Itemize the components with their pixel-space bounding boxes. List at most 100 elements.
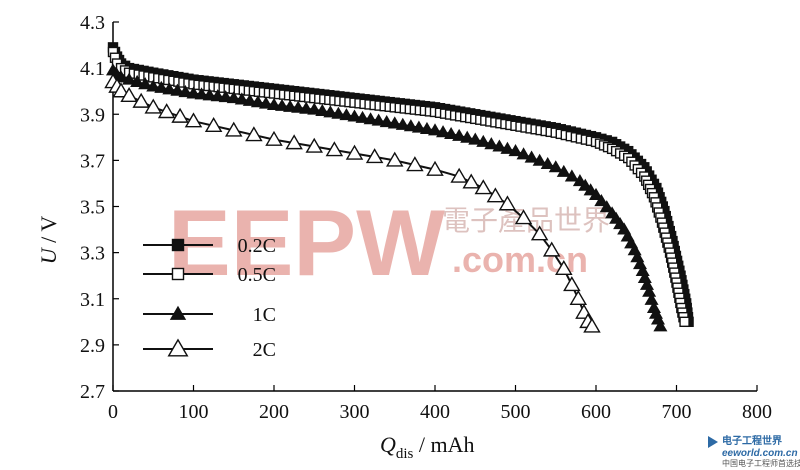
data-point <box>242 93 257 106</box>
data-point <box>426 160 444 176</box>
legend-marker <box>169 305 187 320</box>
data-point <box>325 141 344 157</box>
data-point <box>476 134 491 147</box>
data-point <box>355 110 370 123</box>
data-point <box>468 132 483 145</box>
legend-label: 0.2C <box>238 235 276 257</box>
data-point <box>157 103 176 119</box>
x-tick-label: 600 <box>581 401 611 423</box>
data-point <box>307 102 322 115</box>
y-tick-label: 3.5 <box>80 197 105 219</box>
data-point <box>679 316 690 328</box>
data-point <box>266 97 282 111</box>
data-point <box>339 108 354 121</box>
data-point <box>194 87 209 100</box>
data-point <box>594 194 609 207</box>
corner-logo-cn: 电子工程世界 <box>722 434 782 447</box>
data-point <box>644 292 659 305</box>
data-point <box>427 123 443 136</box>
data-point <box>599 200 614 213</box>
x-axis-title: Qdis / mAh <box>380 432 475 462</box>
data-point <box>532 153 547 166</box>
y-tick-label: 3.9 <box>80 104 105 126</box>
corner-logo-sub: 中国电子工程师首选技术门户 <box>722 458 800 468</box>
data-point <box>563 276 581 292</box>
data-point <box>130 74 145 87</box>
data-point <box>548 160 563 173</box>
data-point <box>265 130 283 146</box>
x-tick-label: 500 <box>501 401 531 423</box>
data-point <box>395 117 410 130</box>
data-point <box>385 151 404 167</box>
data-point <box>498 195 517 211</box>
data-point <box>524 150 539 163</box>
data-point <box>555 259 573 276</box>
data-point <box>210 89 225 102</box>
legend-marker <box>167 338 189 357</box>
data-point <box>315 103 330 116</box>
watermark-logo: EEPW <box>168 190 445 295</box>
series-1C-group <box>105 63 668 332</box>
data-point <box>516 147 531 160</box>
y-tick-label: 4.3 <box>80 12 105 34</box>
data-point <box>460 130 475 143</box>
data-point <box>406 156 424 172</box>
data-point <box>508 144 523 157</box>
data-point <box>411 120 426 133</box>
y-tick-label: 4.1 <box>80 58 105 80</box>
y-tick-label: 2.7 <box>80 381 105 403</box>
y-ticks: 2.7 2.9 3.1 3.3 3.5 3.7 3.9 4.1 4.3 <box>80 12 119 403</box>
data-point <box>486 187 505 203</box>
y-tick-label: 3.7 <box>80 150 105 172</box>
data-point <box>588 187 604 200</box>
data-point <box>583 317 601 333</box>
data-point <box>514 209 533 225</box>
data-point <box>371 113 386 126</box>
x-tick-label: 400 <box>420 401 450 423</box>
y-axis-title: U / V <box>36 216 61 265</box>
data-point <box>542 241 561 257</box>
x-tick-label: 0 <box>108 401 118 423</box>
data-point <box>305 137 324 153</box>
data-point <box>132 92 150 108</box>
data-point <box>347 109 362 122</box>
legend: 0.2C 0.5C 1C 2C <box>143 235 276 361</box>
data-point <box>540 156 555 170</box>
data-point <box>218 90 233 103</box>
corner-logo-site: eeworld.com.cn <box>722 448 798 459</box>
data-point <box>226 91 241 104</box>
x-tick-label: 300 <box>340 401 370 423</box>
data-point <box>283 99 298 112</box>
data-point <box>202 88 217 101</box>
data-point <box>162 82 177 95</box>
data-point <box>403 119 418 132</box>
data-point <box>452 128 467 141</box>
x-tick-label: 200 <box>259 401 289 423</box>
x-ticks: 0 100 200 300 400 500 600 700 800 <box>108 385 772 423</box>
data-point <box>530 225 549 241</box>
data-point <box>144 98 163 114</box>
data-point <box>365 148 384 164</box>
data-point <box>484 137 499 150</box>
data-point <box>204 116 223 133</box>
x-tick-label: 800 <box>742 401 772 423</box>
data-point <box>444 126 459 140</box>
data-point <box>299 101 314 114</box>
data-point <box>250 95 265 108</box>
legend-label: 2C <box>253 339 276 361</box>
series-0.5C-group <box>107 46 690 328</box>
data-point <box>436 125 451 138</box>
legend-marker <box>171 238 185 252</box>
corner-logo-icon <box>708 436 718 448</box>
data-point <box>642 284 657 297</box>
series-layer <box>104 42 694 333</box>
x-tick-label: 700 <box>662 401 692 423</box>
data-point <box>170 83 185 96</box>
data-point <box>291 100 306 113</box>
legend-marker <box>171 267 185 281</box>
data-point <box>275 98 290 111</box>
data-point <box>492 139 507 152</box>
data-point <box>184 112 203 128</box>
data-point <box>146 79 161 92</box>
data-point <box>171 107 189 123</box>
